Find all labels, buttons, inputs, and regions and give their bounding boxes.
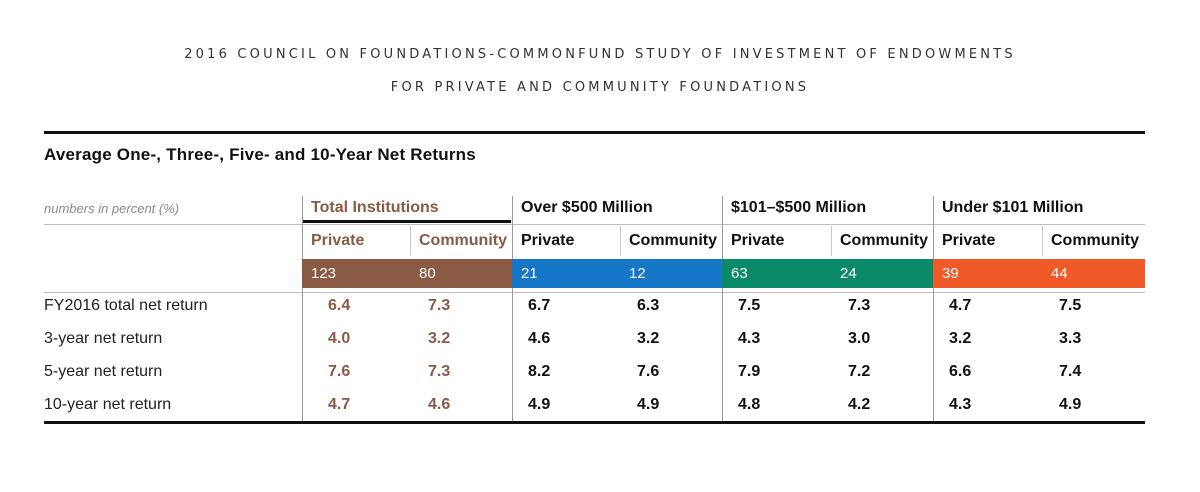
count-total-private: 123 xyxy=(311,265,337,282)
column-separator xyxy=(512,196,513,422)
table-cell: 4.6 xyxy=(528,330,551,347)
table-cell: 7.5 xyxy=(738,297,761,314)
subheader-mid-private: Private xyxy=(731,232,785,249)
subheader-over500-community: Community xyxy=(629,232,717,249)
group-header-under-101m: Under $101 Million xyxy=(942,199,1084,216)
row-label: 3-year net return xyxy=(44,330,163,347)
table-cell: 7.4 xyxy=(1059,363,1082,380)
table-cell: 7.6 xyxy=(328,363,351,380)
count-over500-private: 21 xyxy=(521,265,538,282)
count-mid-community: 24 xyxy=(840,265,857,282)
table-cell: 7.3 xyxy=(428,363,451,380)
count-under101-community: 44 xyxy=(1051,265,1068,282)
group-underline-total xyxy=(302,220,511,223)
table-title: Average One-, Three-, Five- and 10-Year … xyxy=(44,145,476,164)
subcolumn-separator xyxy=(410,226,411,256)
table-cell: 4.6 xyxy=(428,396,451,413)
table-cell: 8.2 xyxy=(528,363,551,380)
table-cell: 4.7 xyxy=(328,396,351,413)
count-band-mid: 63 24 xyxy=(722,259,933,288)
band-divider xyxy=(44,292,1145,293)
table-cell: 3.2 xyxy=(949,330,972,347)
table-cell: 7.9 xyxy=(738,363,761,380)
report-title-line-2: FOR PRIVATE AND COMMUNITY FOUNDATIONS xyxy=(390,80,810,95)
table-cell: 6.7 xyxy=(528,297,551,314)
table-cell: 7.2 xyxy=(848,363,871,380)
column-separator xyxy=(933,196,934,422)
table-cell: 4.3 xyxy=(738,330,761,347)
subheader-under101-private: Private xyxy=(942,232,996,249)
units-note: numbers in percent (%) xyxy=(44,201,180,216)
column-separator xyxy=(722,196,723,422)
column-separator xyxy=(302,196,303,422)
row-label: 5-year net return xyxy=(44,363,163,380)
table-cell: 7.6 xyxy=(637,363,660,380)
count-band-total: 123 80 xyxy=(302,259,512,288)
count-total-community: 80 xyxy=(419,265,436,282)
count-over500-community: 12 xyxy=(629,265,646,282)
table-cell: 4.7 xyxy=(949,297,972,314)
table-cell: 4.0 xyxy=(328,330,351,347)
count-band-over500: 21 12 xyxy=(512,259,722,288)
subheader-total-private: Private xyxy=(311,232,365,249)
table-cell: 4.9 xyxy=(1059,396,1082,413)
group-header-total: Total Institutions xyxy=(311,199,439,216)
table-cell: 4.9 xyxy=(528,396,551,413)
row-label: 10-year net return xyxy=(44,396,172,413)
table-cell: 3.2 xyxy=(637,330,660,347)
subcolumn-separator xyxy=(620,226,621,256)
count-mid-private: 63 xyxy=(731,265,748,282)
table-cell: 4.3 xyxy=(949,396,972,413)
subheader-mid-community: Community xyxy=(840,232,928,249)
group-header-101-500m: $101–$500 Million xyxy=(731,199,867,216)
report-title-line-1: 2016 COUNCIL ON FOUNDATIONS-COMMONFUND S… xyxy=(184,47,1016,62)
bottom-rule xyxy=(44,421,1145,424)
subheader-under101-community: Community xyxy=(1051,232,1139,249)
table-cell: 7.3 xyxy=(848,297,871,314)
table-cell: 3.0 xyxy=(848,330,871,347)
row-label: FY2016 total net return xyxy=(44,297,208,314)
table-cell: 6.3 xyxy=(637,297,660,314)
group-header-over-500m: Over $500 Million xyxy=(521,199,653,216)
table-cell: 6.4 xyxy=(328,297,351,314)
count-under101-private: 39 xyxy=(942,265,959,282)
subcolumn-separator xyxy=(1042,226,1043,256)
top-rule xyxy=(44,131,1145,134)
table-cell: 3.3 xyxy=(1059,330,1082,347)
table-cell: 4.8 xyxy=(738,396,761,413)
table-cell: 4.9 xyxy=(637,396,660,413)
header-divider xyxy=(44,224,1145,225)
table-cell: 6.6 xyxy=(949,363,972,380)
table-cell: 3.2 xyxy=(428,330,451,347)
subheader-total-community: Community xyxy=(419,232,507,249)
table-cell: 7.5 xyxy=(1059,297,1082,314)
table-cell: 4.2 xyxy=(848,396,871,413)
table-cell: 7.3 xyxy=(428,297,451,314)
count-band-under101: 39 44 xyxy=(933,259,1145,288)
subcolumn-separator xyxy=(831,226,832,256)
subheader-over500-private: Private xyxy=(521,232,575,249)
